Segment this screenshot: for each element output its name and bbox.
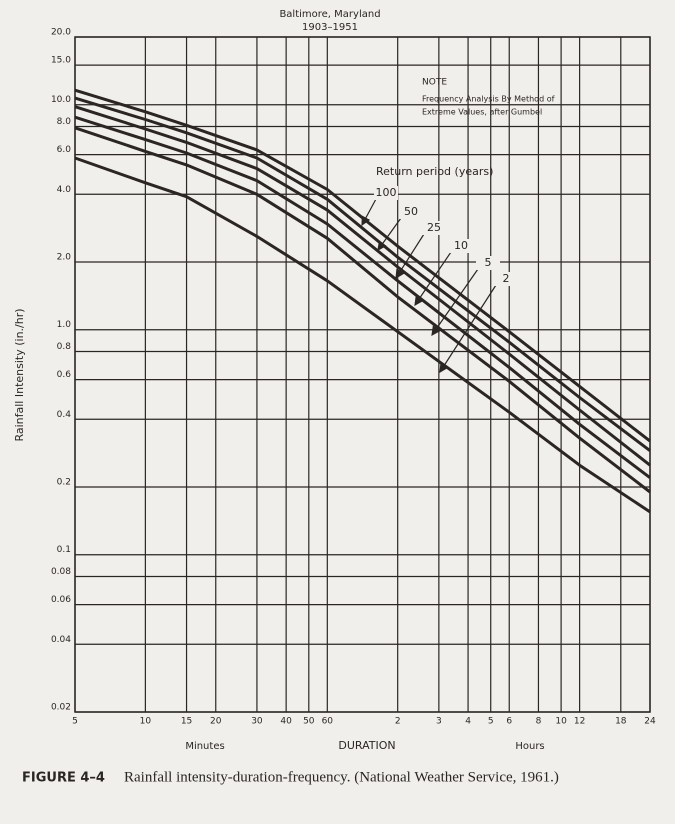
x-tick-label: 10 — [555, 717, 567, 727]
note-text: Extreme Values, after Gumbel — [422, 108, 542, 117]
x-tick-label: 50 — [303, 717, 315, 727]
legend-arrow — [395, 233, 425, 280]
series-line — [74, 156, 651, 514]
legend-arrow — [361, 198, 377, 227]
x-tick-label: 12 — [574, 717, 585, 727]
x-tick-label: 18 — [615, 717, 627, 727]
y-tick-label: 0.06 — [51, 595, 71, 605]
y-tick-label: 0.6 — [57, 370, 72, 380]
y-tick-label: 2.0 — [57, 253, 72, 263]
legend-label: 50 — [404, 205, 418, 218]
x-tick-label: 40 — [280, 717, 292, 727]
y-tick-label: 0.4 — [57, 410, 72, 420]
x-tick-label: 5 — [488, 717, 494, 727]
y-tick-label: 6.0 — [57, 145, 72, 155]
x-tick-label: 3 — [436, 717, 442, 727]
legend-label: 5 — [485, 256, 492, 269]
x-tick-label: 2 — [395, 717, 401, 727]
x-tick-label: 5 — [72, 717, 78, 727]
legend-title-box — [372, 164, 512, 180]
legend-arrow — [414, 251, 452, 306]
legend-label: 2 — [503, 272, 510, 285]
legend-label: 10 — [454, 239, 468, 252]
legend-label: 100 — [376, 186, 397, 199]
chart-title: Baltimore, Maryland — [279, 9, 380, 20]
chart-subtitle: 1903–1951 — [302, 22, 358, 33]
series-line — [74, 126, 651, 494]
x-tick-label: 15 — [181, 717, 192, 727]
legend-label-box — [422, 221, 446, 235]
y-tick-label: 8.0 — [57, 117, 72, 127]
x-tick-label: 4 — [465, 717, 471, 727]
series-line — [74, 96, 651, 452]
x-tick-label: 8 — [536, 717, 542, 727]
y-tick-label: 10.0 — [51, 95, 71, 105]
caption-label: FIGURE 4–4 — [22, 771, 105, 786]
series-line — [74, 105, 651, 467]
x-tick-label: 30 — [251, 717, 263, 727]
note-box — [418, 74, 618, 120]
x-tick-label: 24 — [644, 717, 656, 727]
legend-label: 25 — [427, 221, 441, 234]
legend-label-box — [476, 256, 500, 270]
y-tick-label: 0.02 — [51, 703, 71, 713]
y-tick-label: 0.1 — [57, 545, 71, 555]
legend-label-box — [399, 205, 423, 219]
legend-label-box — [494, 272, 518, 286]
y-tick-label: 0.08 — [51, 567, 71, 577]
y-tick-label: 0.8 — [57, 342, 72, 352]
y-tick-label: 0.2 — [57, 478, 71, 488]
legend-arrow — [431, 268, 479, 336]
y-tick-label: 1.0 — [57, 320, 72, 330]
legend-label-box — [374, 186, 398, 200]
y-tick-label: 20.0 — [51, 28, 71, 38]
x-tick-label: 60 — [322, 717, 334, 727]
note-text: Frequency Analysis By Method of — [422, 95, 555, 104]
legend-label-box — [449, 239, 473, 253]
caption: Rainfall intensity-duration-frequency. (… — [124, 769, 559, 785]
legend-arrow — [439, 284, 497, 374]
y-tick-label: 0.04 — [51, 635, 71, 645]
x-group-label: Hours — [515, 741, 544, 752]
x-tick-label: 6 — [506, 717, 512, 727]
x-group-label: Minutes — [185, 741, 224, 752]
note-heading: NOTE — [422, 78, 447, 88]
x-tick-label: 20 — [210, 717, 222, 727]
y-axis-label: Rainfall Intensity (in./hr) — [13, 308, 26, 441]
legend-arrow — [377, 217, 402, 251]
legend-title: Return period (years) — [376, 165, 493, 178]
y-tick-label: 15.0 — [51, 56, 71, 66]
x-tick-label: 10 — [140, 717, 152, 727]
y-tick-label: 4.0 — [57, 185, 72, 195]
series-line — [74, 88, 651, 443]
x-axis-label: DURATION — [338, 739, 395, 752]
series-line — [74, 115, 651, 479]
